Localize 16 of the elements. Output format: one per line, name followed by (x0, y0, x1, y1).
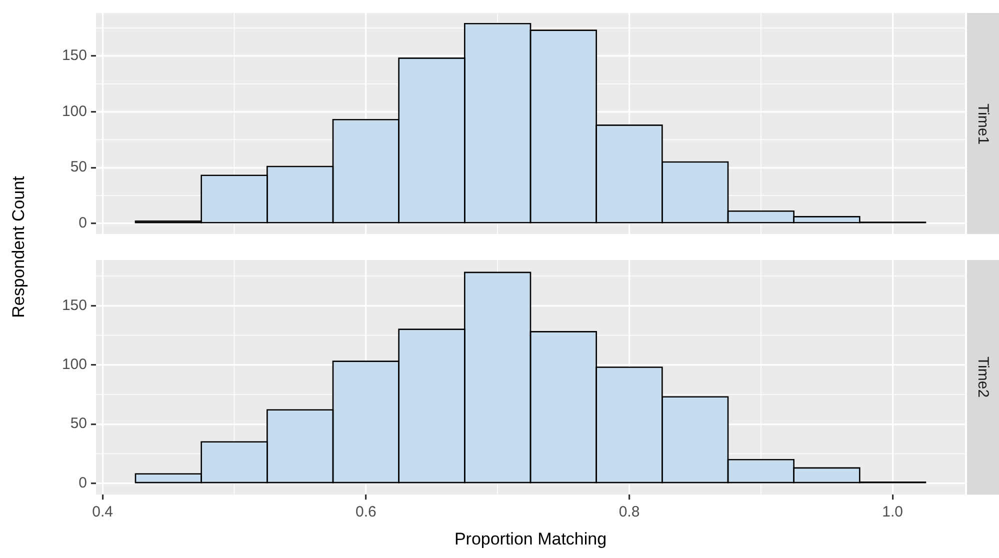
x-tick-label: 0.6 (355, 504, 376, 521)
x-tick-label: 0.4 (92, 504, 114, 521)
y-tick-label: 50 (70, 158, 87, 176)
y-tick-label: 100 (62, 356, 87, 373)
text: Time1 (974, 102, 992, 144)
y-tick-label: 100 (62, 102, 87, 120)
y-tick-label: 50 (70, 415, 87, 432)
text: Time2 (974, 356, 992, 398)
y-axis-title: Respondent Count (9, 176, 29, 318)
y-tick-label: 150 (62, 296, 87, 314)
x-axis-title: Proportion Matching (454, 529, 607, 548)
x-tick-label: 1.0 (882, 504, 904, 521)
y-tick-label: 150 (62, 47, 87, 64)
y-tick-label: 0 (78, 214, 87, 232)
x-tick-label: 0.8 (618, 504, 640, 521)
y-tick-label: 0 (78, 474, 87, 492)
